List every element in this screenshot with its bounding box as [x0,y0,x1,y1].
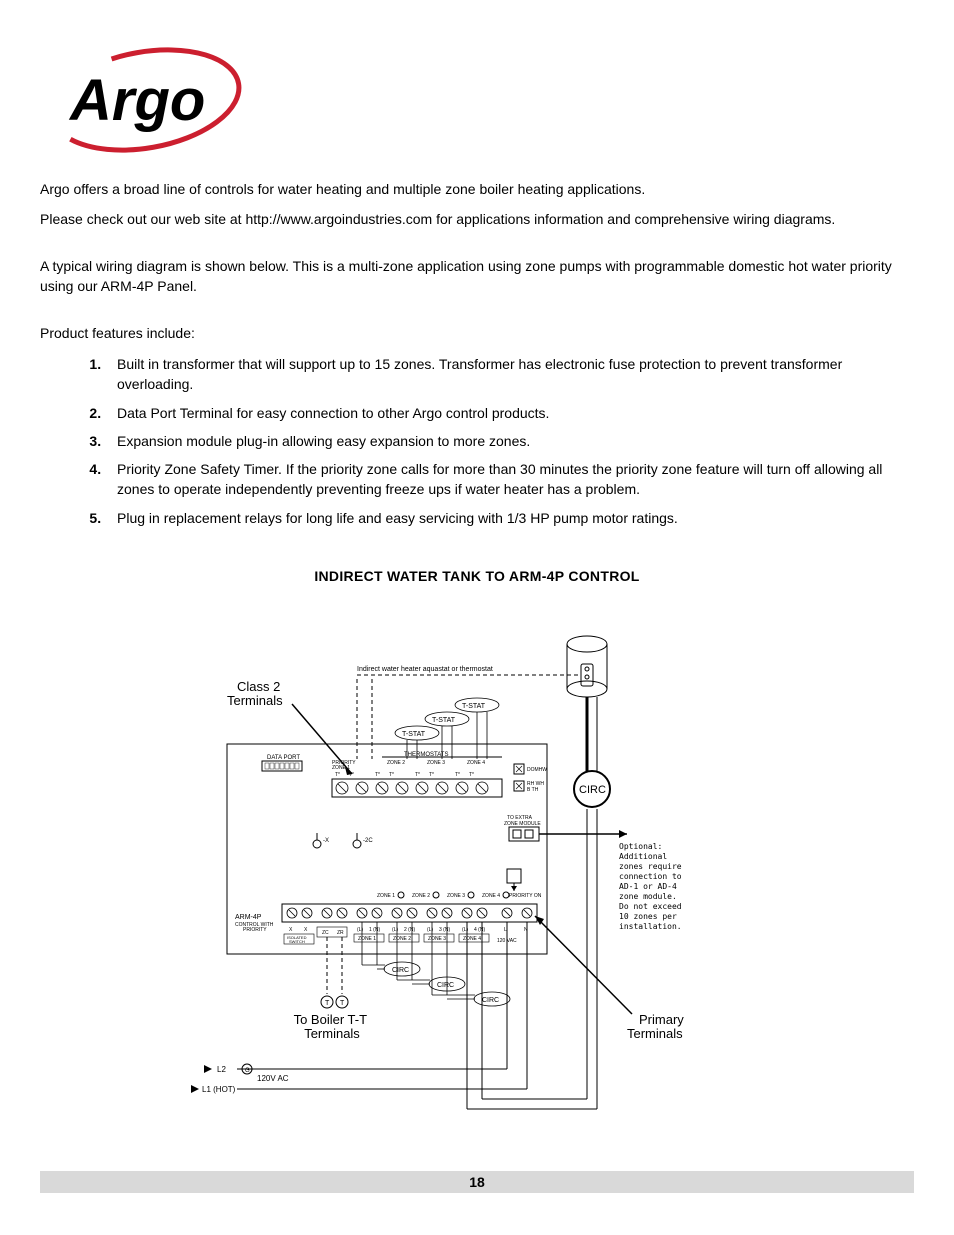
feature-item: Expansion module plug-in allowing easy e… [105,431,914,451]
svg-text:3 (N): 3 (N) [439,927,450,933]
svg-text:CIRC: CIRC [437,982,454,989]
feature-item: Built in transformer that will support u… [105,354,914,395]
svg-text:ZONE 4: ZONE 4 [482,893,500,899]
svg-text:X: X [289,927,293,933]
svg-text:ZONE MODULE: ZONE MODULE [504,821,541,827]
svg-text:ZR: ZR [337,930,344,936]
svg-text:ZONE 1: ZONE 1 [332,765,350,771]
svg-text:T*: T* [335,772,340,778]
intro-p4: Product features include: [40,324,914,344]
svg-text:DOMHW: DOMHW [527,767,547,773]
svg-text:CIRC: CIRC [579,784,606,796]
svg-text:T*: T* [349,772,354,778]
svg-text:To Boiler T-T Terminals: To Boiler T-T Terminals [294,1012,371,1041]
svg-text:-2C: -2C [363,838,373,844]
svg-text:CIRC: CIRC [482,997,499,1004]
intro-p2: Please check out our web site at http://… [40,210,914,230]
svg-text:T: T [325,1000,330,1007]
svg-text:X: X [304,927,308,933]
feature-list: Built in transformer that will support u… [105,354,914,528]
wiring-diagram: Indirect water heater aquastat or thermo… [157,609,797,1169]
svg-text:T*: T* [455,772,460,778]
svg-text:ZONE 2: ZONE 2 [393,936,411,942]
svg-text:ZONE 4: ZONE 4 [467,760,485,766]
svg-text:ZONE 1: ZONE 1 [377,893,395,899]
svg-text:T*: T* [429,772,434,778]
svg-text:Class 2 Terminals: Class 2 Terminals [227,679,284,708]
intro-p3: A typical wiring diagram is shown below.… [40,257,914,296]
svg-text:1 (N): 1 (N) [369,927,380,933]
svg-text:(L): (L) [392,927,398,933]
svg-text:ZONE 2: ZONE 2 [412,893,430,899]
svg-text:CIRC: CIRC [392,967,409,974]
svg-text:(L): (L) [357,927,363,933]
intro-text: Argo offers a broad line of controls for… [40,180,914,344]
svg-text:Argo: Argo [68,68,205,133]
svg-text:T*: T* [415,772,420,778]
svg-text:Indirect water heater aquastat: Indirect water heater aquastat or thermo… [357,666,493,673]
svg-text:T*: T* [389,772,394,778]
svg-text:T-STAT: T-STAT [432,717,456,724]
svg-text:ZONE 3: ZONE 3 [427,760,445,766]
svg-text:ZONE 3: ZONE 3 [428,936,446,942]
svg-text:DATA PORT: DATA PORT [267,755,300,761]
svg-text:T-STAT: T-STAT [402,731,426,738]
svg-text:ZONE 2: ZONE 2 [387,760,405,766]
svg-text:Optional: Additional: Optional: Additional zones require conne… [619,842,686,931]
svg-text:SWITCH: SWITCH [289,939,305,944]
svg-text:ZC: ZC [322,930,329,936]
svg-text:T*: T* [375,772,380,778]
svg-text:PRIORITY: PRIORITY [243,927,267,933]
svg-text:T-STAT: T-STAT [462,703,486,710]
svg-text:ARM-4P: ARM-4P [235,914,262,921]
svg-text:T*: T* [469,772,474,778]
svg-text:-X: -X [323,838,329,844]
feature-item: Data Port Terminal for easy connection t… [105,403,914,423]
svg-text:2 (N): 2 (N) [404,927,415,933]
svg-text:G: G [245,1068,250,1074]
diagram-title: INDIRECT WATER TANK TO ARM-4P CONTROL [40,568,914,584]
svg-text:L2: L2 [217,1065,226,1074]
svg-text:ZONE 1: ZONE 1 [358,936,376,942]
svg-text:4 (N): 4 (N) [474,927,485,933]
svg-text:ZONE 4: ZONE 4 [463,936,481,942]
svg-text:L1 (HOT): L1 (HOT) [202,1085,236,1094]
svg-text:T: T [340,1000,345,1007]
svg-text:ZONE 3: ZONE 3 [447,893,465,899]
svg-text:PRIORITY ON: PRIORITY ON [509,893,542,899]
feature-item: Plug in replacement relays for long life… [105,508,914,528]
page-number: 18 [40,1171,914,1193]
argo-logo: Argo [40,30,250,160]
svg-text:120V AC: 120V AC [257,1074,289,1083]
svg-text:B TH: B TH [527,787,539,793]
svg-text:(L): (L) [427,927,433,933]
feature-item: Priority Zone Safety Timer. If the prior… [105,459,914,500]
intro-p1: Argo offers a broad line of controls for… [40,180,914,200]
svg-text:Primary Terminals: Primary Terminals [627,1012,687,1041]
